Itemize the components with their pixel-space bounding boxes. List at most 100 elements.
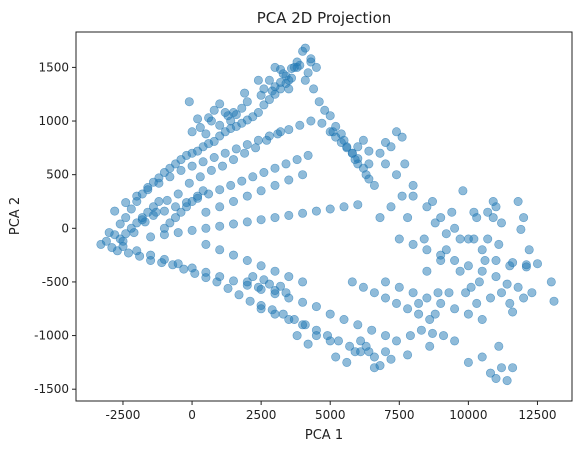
data-point: [422, 245, 432, 255]
data-point: [375, 148, 385, 158]
data-point: [353, 154, 363, 164]
data-point: [380, 293, 390, 303]
data-point: [485, 368, 495, 378]
data-point: [508, 307, 518, 317]
data-point: [455, 266, 465, 276]
data-point: [380, 331, 390, 341]
data-point: [463, 261, 473, 271]
data-point: [143, 207, 153, 217]
data-point: [502, 279, 512, 289]
data-point: [369, 180, 379, 190]
data-point: [375, 213, 385, 223]
y-axis-label: PCA 2: [8, 197, 23, 235]
data-point: [270, 266, 280, 276]
data-point: [231, 110, 241, 120]
data-point: [311, 62, 321, 72]
data-point: [187, 197, 197, 207]
data-point: [450, 255, 460, 265]
data-point: [342, 357, 352, 367]
data-point: [513, 282, 523, 292]
data-point: [176, 207, 186, 217]
data-point: [391, 170, 401, 180]
data-point: [422, 293, 432, 303]
data-point: [256, 186, 266, 196]
data-point: [358, 135, 368, 145]
data-point: [215, 120, 225, 130]
data-point: [339, 202, 349, 212]
data-point: [339, 314, 349, 324]
data-point: [104, 228, 114, 238]
data-point: [519, 213, 529, 223]
data-point: [270, 163, 280, 173]
data-point: [427, 197, 437, 207]
data-point: [267, 86, 277, 96]
points-layer: [96, 43, 559, 386]
data-point: [270, 309, 280, 319]
data-point: [215, 221, 225, 231]
data-point: [303, 150, 313, 160]
data-point: [137, 213, 147, 223]
y-axis-ticks: -1500 -1000 -500 0 500 1000 1500: [34, 60, 76, 396]
data-point: [248, 272, 258, 282]
data-point: [477, 352, 487, 362]
data-point: [364, 146, 374, 156]
data-point: [284, 175, 294, 185]
data-point: [198, 157, 208, 167]
data-point: [353, 142, 363, 152]
data-point: [311, 206, 321, 216]
data-point: [298, 320, 308, 330]
data-point: [284, 210, 294, 220]
data-point: [521, 262, 531, 272]
data-point: [118, 242, 128, 252]
data-point: [391, 298, 401, 308]
data-point: [256, 215, 266, 225]
data-point: [215, 202, 225, 212]
data-point: [519, 293, 529, 303]
data-point: [394, 234, 404, 244]
data-point: [284, 125, 294, 135]
data-point: [159, 223, 169, 233]
data-point: [195, 172, 205, 182]
data-point: [386, 354, 396, 364]
data-point: [400, 159, 410, 169]
data-point: [132, 191, 142, 201]
data-point: [215, 185, 225, 195]
data-point: [146, 250, 156, 260]
data-point: [380, 347, 390, 357]
data-point: [143, 185, 153, 195]
data-point: [165, 172, 175, 182]
data-point: [298, 297, 308, 307]
data-point: [483, 234, 493, 244]
data-point: [311, 331, 321, 341]
data-point: [126, 223, 136, 233]
data-point: [325, 204, 335, 214]
data-point: [317, 118, 327, 128]
data-point: [463, 357, 473, 367]
x-axis-label: PCA 1: [305, 428, 343, 443]
data-point: [325, 336, 335, 346]
data-point: [441, 245, 451, 255]
data-point: [298, 170, 308, 180]
data-point: [237, 176, 247, 186]
data-point: [436, 298, 446, 308]
data-point: [494, 341, 504, 351]
data-point: [187, 225, 197, 235]
data-point: [425, 314, 435, 324]
data-point: [320, 105, 330, 115]
data-point: [491, 373, 501, 383]
data-point: [115, 234, 125, 244]
data-point: [477, 245, 487, 255]
data-point: [195, 123, 205, 133]
data-point: [201, 207, 211, 217]
data-point: [427, 328, 437, 338]
data-point: [184, 97, 194, 107]
data-point: [237, 103, 247, 113]
data-point: [242, 140, 252, 150]
data-point: [466, 282, 476, 292]
y-tick-label: 1500: [38, 60, 69, 74]
data-point: [270, 213, 280, 223]
data-point: [474, 277, 484, 287]
data-point: [253, 135, 263, 145]
x-tick-label: 10000: [449, 408, 487, 422]
data-point: [380, 138, 390, 148]
